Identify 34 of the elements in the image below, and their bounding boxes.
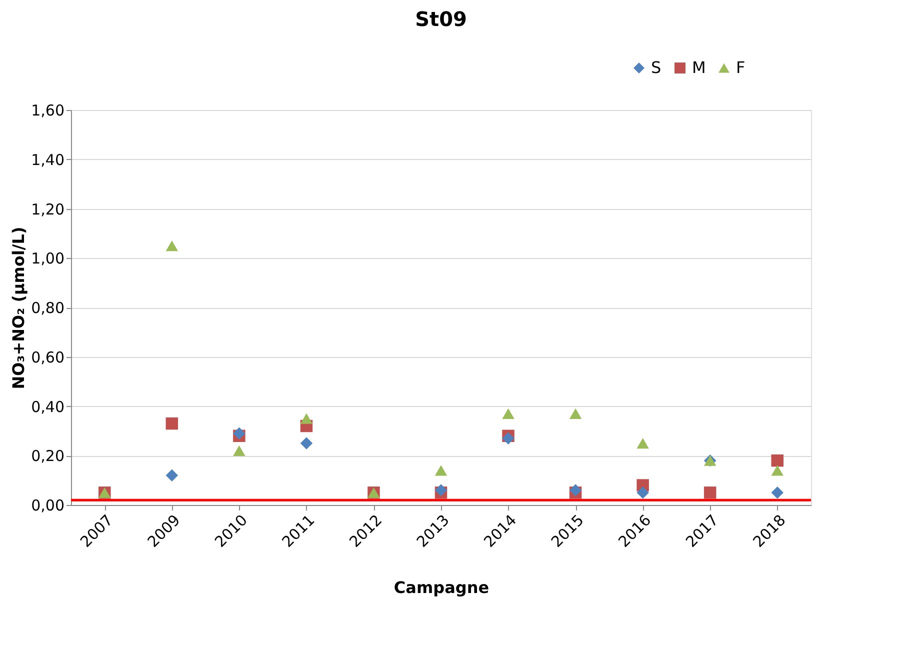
- point: [502, 408, 514, 419]
- point: [300, 437, 313, 450]
- y-tick-label: 0,40: [31, 398, 64, 416]
- point: [569, 484, 582, 496]
- y-tick-label: 1,40: [31, 150, 64, 169]
- point: [771, 486, 784, 499]
- point: [300, 413, 313, 424]
- legend-label: S: [651, 58, 662, 77]
- point: [166, 469, 178, 482]
- point: [434, 465, 448, 476]
- point: [636, 438, 649, 449]
- point: [569, 408, 582, 419]
- point: [502, 432, 514, 444]
- point: [771, 454, 784, 467]
- point: [233, 445, 246, 456]
- point: [233, 427, 246, 440]
- point: [166, 240, 178, 252]
- y-tick-label: 1,20: [31, 200, 64, 218]
- y-tick-label: 0,60: [31, 348, 64, 366]
- y-tick-label: 1,60: [31, 102, 64, 120]
- point: [636, 486, 649, 499]
- legend-label: F: [736, 58, 746, 77]
- point: [166, 417, 178, 430]
- y-tick-label: 1,00: [31, 250, 64, 268]
- x-axis-title: Campagne: [394, 578, 490, 598]
- y-tick-label: 0,80: [31, 299, 64, 317]
- point: [771, 465, 784, 476]
- point: [434, 484, 448, 496]
- y-tick-label: 0,00: [31, 496, 64, 514]
- y-tick-label: 0,20: [31, 447, 64, 466]
- legend-label: M: [692, 58, 706, 77]
- point: [704, 486, 716, 499]
- y-axis-title: NO₃+NO₂ (µmol/L): [9, 226, 28, 390]
- chart-title: St09: [415, 7, 467, 31]
